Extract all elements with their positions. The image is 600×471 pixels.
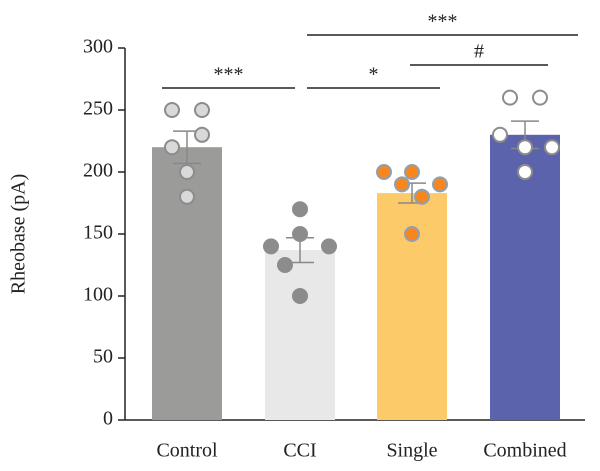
- y-tick-label: 200: [83, 160, 113, 182]
- data-point: [164, 102, 180, 118]
- data-point: [404, 164, 420, 180]
- y-axis-label: Rheobase (pA): [8, 174, 30, 295]
- significance-label: ***: [214, 64, 244, 86]
- data-point: [321, 238, 337, 255]
- significance-label: *: [369, 64, 379, 86]
- data-point: [194, 126, 210, 143]
- data-point: [394, 176, 410, 193]
- data-point: [414, 188, 430, 205]
- data-point: [179, 164, 195, 180]
- data-point: [194, 102, 210, 118]
- data-point: [292, 226, 308, 242]
- data-point: [544, 139, 560, 156]
- data-point: [263, 238, 279, 255]
- bar: [265, 250, 335, 420]
- y-tick-label: 150: [83, 222, 113, 244]
- significance-label: ***: [428, 11, 458, 33]
- y-tick-label: 300: [83, 36, 113, 58]
- data-point: [492, 126, 508, 143]
- data-point: [502, 89, 518, 106]
- y-tick-label: 100: [83, 284, 113, 306]
- data-point: [292, 288, 308, 304]
- data-point: [277, 257, 293, 273]
- data-point: [376, 164, 392, 180]
- data-point: [517, 139, 533, 156]
- data-point: [432, 176, 448, 193]
- significance-label: #: [474, 41, 484, 63]
- x-tick-label: Control: [156, 440, 218, 462]
- y-tick-label: 50: [93, 346, 113, 368]
- bar: [490, 134, 560, 421]
- data-point: [292, 201, 308, 218]
- x-tick-label: Combined: [483, 440, 566, 462]
- data-point: [532, 89, 548, 106]
- y-tick-label: 0: [103, 408, 113, 430]
- bar: [152, 147, 222, 420]
- data-point: [404, 226, 420, 242]
- data-point: [164, 139, 180, 156]
- data-point: [517, 164, 533, 180]
- y-tick-label: 250: [83, 98, 113, 120]
- x-tick-label: Single: [386, 440, 437, 462]
- data-point: [179, 188, 195, 205]
- x-tick-label: CCI: [283, 440, 316, 462]
